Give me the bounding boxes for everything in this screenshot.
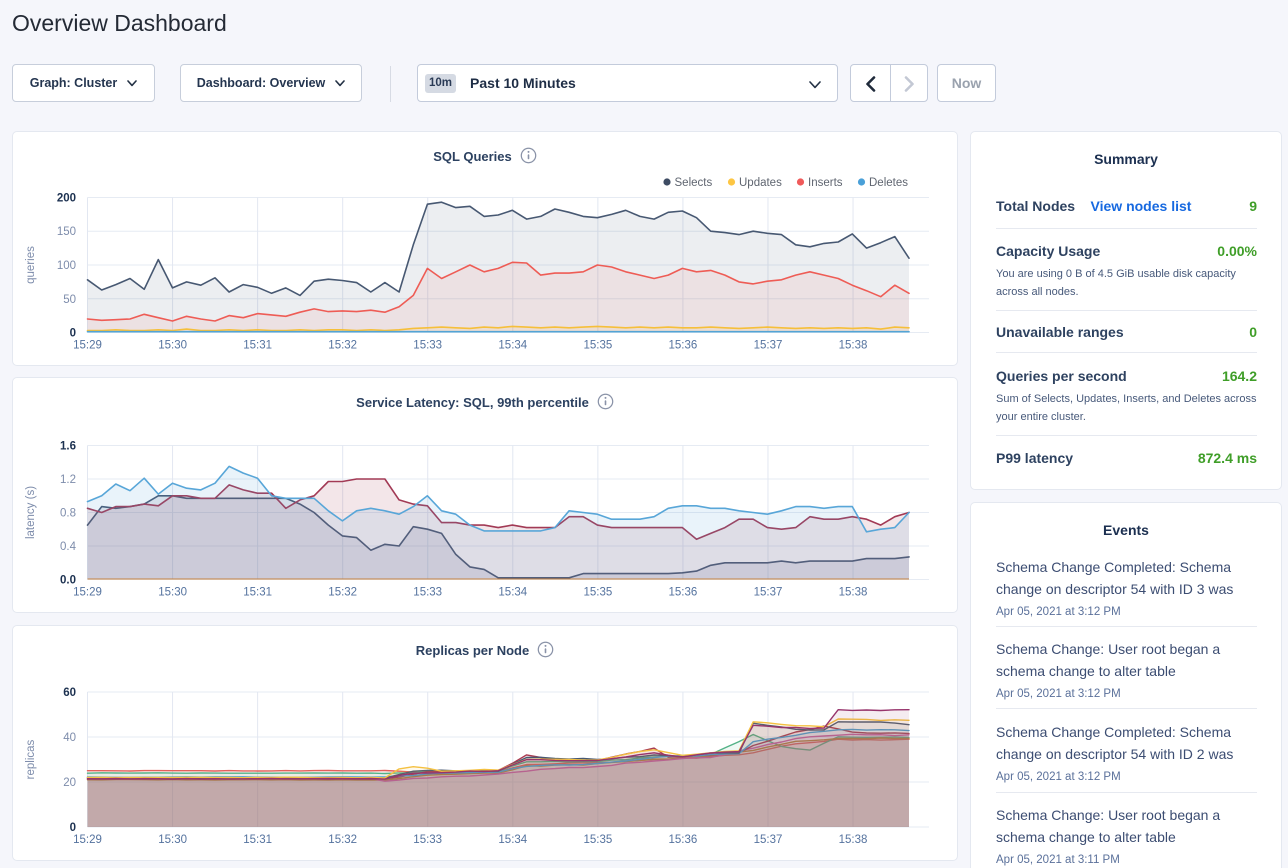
svg-text:0.8: 0.8 <box>60 508 76 520</box>
svg-text:Deletes: Deletes <box>869 177 908 189</box>
svg-text:1.2: 1.2 <box>60 474 76 486</box>
svg-text:latency (s): latency (s) <box>25 486 37 539</box>
svg-text:15:38: 15:38 <box>839 340 868 352</box>
svg-text:15:32: 15:32 <box>328 834 357 846</box>
svg-text:15:33: 15:33 <box>413 340 442 352</box>
svg-text:15:33: 15:33 <box>413 834 442 846</box>
svg-text:15:35: 15:35 <box>584 340 613 352</box>
svg-text:0.4: 0.4 <box>60 541 77 553</box>
svg-text:15:30: 15:30 <box>158 834 187 846</box>
svg-text:Inserts: Inserts <box>808 177 843 189</box>
svg-text:60: 60 <box>63 687 76 699</box>
svg-text:15:32: 15:32 <box>328 340 357 352</box>
svg-text:15:32: 15:32 <box>328 587 357 599</box>
svg-text:0: 0 <box>70 328 76 340</box>
svg-text:40: 40 <box>63 732 76 744</box>
svg-text:15:31: 15:31 <box>243 834 272 846</box>
svg-text:50: 50 <box>63 294 76 306</box>
svg-text:15:29: 15:29 <box>73 587 102 599</box>
svg-text:15:38: 15:38 <box>839 834 868 846</box>
svg-text:queries: queries <box>25 246 37 284</box>
svg-text:15:34: 15:34 <box>498 834 527 846</box>
svg-text:15:38: 15:38 <box>839 587 868 599</box>
svg-text:15:36: 15:36 <box>669 834 698 846</box>
svg-text:15:36: 15:36 <box>669 587 698 599</box>
svg-text:15:36: 15:36 <box>669 340 698 352</box>
svg-text:15:37: 15:37 <box>754 340 783 352</box>
svg-text:15:37: 15:37 <box>754 587 783 599</box>
svg-text:15:30: 15:30 <box>158 587 187 599</box>
svg-text:15:34: 15:34 <box>498 587 527 599</box>
svg-text:15:30: 15:30 <box>158 340 187 352</box>
svg-text:0: 0 <box>70 822 76 834</box>
svg-text:15:37: 15:37 <box>754 834 783 846</box>
svg-text:15:33: 15:33 <box>413 587 442 599</box>
svg-text:Selects: Selects <box>675 177 713 189</box>
svg-text:100: 100 <box>57 260 76 272</box>
svg-text:200: 200 <box>57 193 76 205</box>
svg-text:15:29: 15:29 <box>73 340 102 352</box>
svg-text:replicas: replicas <box>25 739 37 779</box>
svg-text:15:35: 15:35 <box>584 587 613 599</box>
svg-text:Updates: Updates <box>739 177 782 189</box>
svg-text:15:35: 15:35 <box>584 834 613 846</box>
svg-text:15:34: 15:34 <box>498 340 527 352</box>
svg-text:1.6: 1.6 <box>60 441 76 453</box>
svg-text:0.0: 0.0 <box>60 575 76 587</box>
svg-text:15:31: 15:31 <box>243 587 272 599</box>
svg-text:15:31: 15:31 <box>243 340 272 352</box>
svg-text:150: 150 <box>57 226 76 238</box>
svg-text:20: 20 <box>63 777 76 789</box>
svg-text:15:29: 15:29 <box>73 834 102 846</box>
